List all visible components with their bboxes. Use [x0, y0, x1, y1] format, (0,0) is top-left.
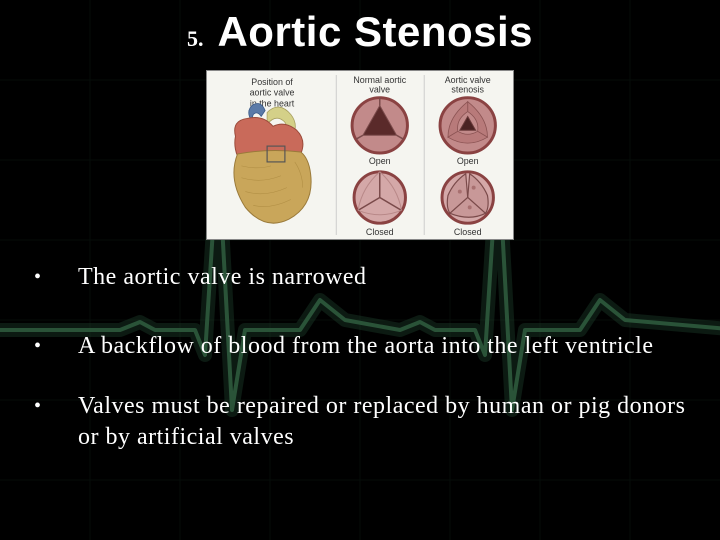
valve-label-closed-stenosis: Closed: [454, 227, 482, 237]
svg-text:Normal aortic: Normal aortic: [353, 75, 406, 85]
bullet-list: • The aortic valve is narrowed • A backf…: [34, 262, 686, 453]
svg-text:aortic valve: aortic valve: [250, 88, 295, 98]
bullet-text: A backflow of blood from the aorta into …: [78, 331, 686, 362]
svg-text:Position of: Position of: [251, 77, 293, 87]
bullet-dot-icon: •: [34, 391, 78, 421]
bullet-item: • A backflow of blood from the aorta int…: [34, 331, 686, 362]
valve-label-closed: Closed: [366, 227, 394, 237]
bullet-text: The aortic valve is narrowed: [78, 262, 686, 293]
slide-title-row: 5. Aortic Stenosis: [0, 8, 720, 56]
valve-label-open-stenosis: Open: [457, 156, 479, 166]
bullet-dot-icon: •: [34, 331, 78, 361]
bullet-item: • The aortic valve is narrowed: [34, 262, 686, 293]
svg-text:Aortic valve: Aortic valve: [445, 75, 491, 85]
svg-text:valve: valve: [369, 85, 390, 95]
slide: 5. Aortic Stenosis Position of aortic va…: [0, 0, 720, 540]
svg-text:stenosis: stenosis: [451, 85, 484, 95]
bullet-text: Valves must be repaired or replaced by h…: [78, 391, 686, 452]
aortic-valve-figure: Position of aortic valve in the heart: [206, 70, 514, 240]
valve-label-open: Open: [369, 156, 391, 166]
bullet-dot-icon: •: [34, 262, 78, 292]
slide-number: 5.: [187, 26, 204, 51]
bullet-item: • Valves must be repaired or replaced by…: [34, 391, 686, 452]
slide-title: Aortic Stenosis: [217, 8, 533, 55]
